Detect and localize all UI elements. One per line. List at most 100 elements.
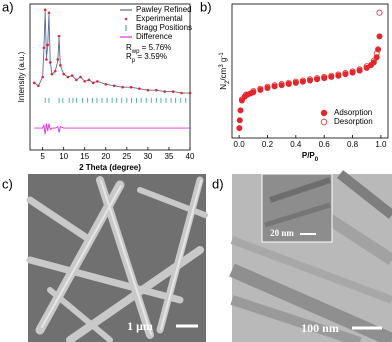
data-point [285, 79, 292, 86]
data-point [356, 67, 363, 74]
data-point [250, 88, 257, 95]
scale-bar-label: 1 μm [127, 319, 153, 333]
annotation-part: R [126, 43, 132, 52]
x-axis-label: 2 Theta (degree) [79, 163, 141, 172]
data-point [121, 85, 124, 89]
data-point [292, 79, 299, 86]
scale-bar-label: 100 nm [301, 321, 339, 335]
annotation-part: wp [131, 49, 140, 55]
data-point [37, 84, 40, 88]
data-point [356, 66, 363, 73]
y-axis-label: Intensity (a.u.) [17, 51, 26, 102]
data-point [321, 73, 328, 80]
data-point [43, 8, 47, 12]
annotation-part: p [132, 58, 136, 64]
data-point [328, 72, 335, 79]
panel-label: a) [2, 0, 14, 14]
legend-label: Pawley Refined [136, 5, 192, 14]
x-axis-label-part: 0 [315, 157, 319, 163]
data-point [292, 78, 299, 85]
legend-swatch [320, 109, 328, 117]
data-point [45, 58, 48, 61]
data-point [171, 90, 175, 93]
data-line [33, 11, 190, 94]
x-axis-label-part: P/P [302, 151, 316, 160]
data-point [306, 76, 313, 83]
legend-label: Difference [136, 32, 173, 41]
data-point [299, 78, 306, 85]
data-point [112, 84, 116, 88]
data-point [370, 59, 377, 66]
data-point [59, 64, 62, 67]
y-axis-label-part: 2 [225, 80, 231, 84]
y-axis-label-part: 3 [219, 64, 225, 68]
panel-label: b) [200, 0, 212, 14]
data-point [373, 50, 380, 57]
data-point [237, 107, 244, 114]
annotation-part: = 3.59% [135, 52, 167, 61]
panel-label: c) [2, 176, 13, 191]
data-point [48, 61, 52, 64]
inset-scale-bar-label: 20 nm [270, 228, 294, 238]
data-point [83, 80, 87, 83]
x-tick-label: 40 [186, 152, 195, 161]
data-point [250, 89, 257, 96]
data-point [335, 72, 342, 79]
data-point [342, 69, 349, 76]
data-point [328, 73, 335, 80]
data-point [363, 63, 370, 70]
data-point [155, 88, 158, 92]
data-line [34, 123, 190, 135]
data-point [257, 86, 264, 93]
data-point [129, 85, 133, 89]
x-tick-label: 1.0 [375, 140, 387, 149]
legend-label: Experimental [136, 14, 183, 23]
annotation: Rwp = 5.76% [126, 43, 171, 54]
sem-image [26, 174, 208, 342]
data-point [236, 125, 243, 132]
x-axis-label: P/P0 [302, 151, 319, 162]
legend-label: Desorption [334, 117, 373, 126]
panel-label: d) [212, 176, 224, 191]
data-point [79, 75, 82, 79]
data-point [370, 57, 377, 64]
x-tick-label: 0.2 [262, 140, 274, 149]
tem-image [229, 170, 392, 342]
data-point [278, 81, 285, 88]
x-tick-label: 0.4 [290, 140, 302, 149]
data-point [321, 75, 328, 82]
data-point [87, 78, 91, 82]
annotation-part: = 5.76% [139, 43, 171, 52]
data-point [238, 96, 245, 103]
x-tick-label: 10 [59, 152, 68, 161]
data-point [138, 87, 141, 90]
data-point [314, 76, 321, 83]
plot-frame [231, 3, 389, 139]
y-axis-label-part: /cm [219, 67, 228, 80]
legend-swatch [320, 118, 328, 126]
plot-frame [29, 3, 191, 151]
data-point [32, 81, 36, 85]
legend-swatch [124, 17, 128, 21]
y-axis-label-part: g [219, 58, 228, 65]
legend-label: Adsorption [334, 108, 372, 117]
data-point [46, 43, 49, 47]
data-point [188, 91, 192, 95]
data-point [278, 82, 285, 89]
data-point [53, 69, 57, 73]
x-tick-label: 35 [164, 152, 173, 161]
data-point [75, 78, 78, 82]
y-axis-label-part: Intensity (a.u.) [17, 51, 26, 102]
data-point [349, 69, 356, 76]
data-point [50, 72, 54, 76]
data-point [271, 83, 278, 90]
data-point [70, 74, 74, 77]
y-axis-label-part: -1 [219, 52, 225, 58]
data-point [62, 72, 65, 76]
data-point [42, 46, 46, 50]
data-point [264, 83, 271, 90]
